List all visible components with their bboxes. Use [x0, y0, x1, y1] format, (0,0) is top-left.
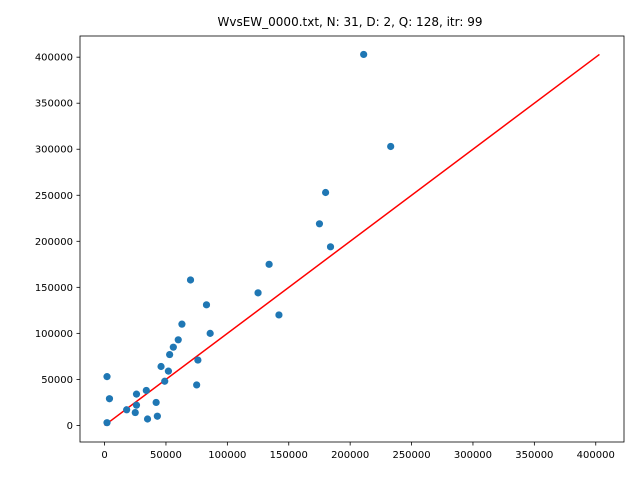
data-point-23: [254, 289, 262, 297]
chart-title: WvsEW_0000.txt, N: 31, D: 2, Q: 128, itr…: [218, 15, 483, 29]
data-point-17: [178, 320, 186, 328]
data-point-15: [169, 343, 177, 351]
reference-line-layer: [104, 53, 600, 427]
data-point-26: [315, 220, 324, 228]
data-point-1: [103, 373, 111, 381]
x-tick-label-0: 0: [101, 450, 107, 461]
data-point-14: [166, 350, 174, 359]
x-tick-label-8: 400000: [577, 450, 615, 461]
reference-line: [104, 53, 600, 427]
y-tick-label-3: 150000: [35, 283, 73, 294]
data-point-11: [157, 362, 165, 371]
data-point-3: [123, 406, 131, 414]
data-point-29: [360, 50, 368, 59]
data-point-6: [132, 390, 141, 398]
data-point-30: [387, 142, 395, 151]
y-tick-label-0: 0: [67, 421, 73, 432]
y-tick-label-8: 400000: [35, 53, 73, 64]
points-layer: [103, 50, 395, 427]
data-point-16: [174, 336, 182, 344]
x-tick-label-6: 300000: [454, 450, 492, 461]
data-point-21: [202, 301, 211, 309]
data-point-28: [326, 243, 335, 251]
y-tick-label-7: 350000: [35, 99, 73, 110]
data-point-2: [105, 395, 114, 403]
x-tick-label-3: 150000: [270, 450, 308, 461]
y-tick-label-5: 250000: [35, 191, 73, 202]
y-axis: 0 50000 100000 150000 200000 250000 300000 3500…: [35, 53, 80, 432]
data-point-12: [161, 377, 169, 385]
x-tick-label-4: 200000: [331, 450, 369, 461]
x-tick-label-5: 250000: [392, 450, 430, 461]
x-axis: 0 50000 100000 150000 200000 250000 300000 3500…: [101, 442, 615, 461]
data-point-0: [103, 419, 111, 427]
y-tick-label-1: 50000: [41, 375, 73, 386]
y-tick-label-4: 200000: [35, 237, 73, 248]
y-tick-label-2: 100000: [35, 329, 73, 340]
x-tick-label-2: 100000: [208, 450, 246, 461]
axes-frame: [79, 35, 625, 443]
data-point-5: [132, 401, 141, 409]
x-tick-label-1: 50000: [150, 450, 182, 461]
y-tick-label-6: 300000: [35, 145, 73, 156]
data-point-18: [186, 276, 195, 284]
data-point-19: [193, 381, 201, 389]
x-tick-label-7: 350000: [515, 450, 553, 461]
data-point-27: [321, 188, 330, 197]
data-point-20: [194, 356, 202, 364]
plot-area: [103, 50, 600, 427]
data-point-7: [142, 386, 150, 395]
data-point-13: [164, 367, 173, 375]
data-point-9: [152, 398, 160, 407]
data-point-25: [275, 311, 283, 319]
data-point-8: [143, 415, 152, 423]
data-point-4: [131, 408, 139, 417]
data-point-22: [206, 329, 214, 337]
data-point-10: [153, 412, 161, 420]
data-point-24: [265, 260, 273, 268]
